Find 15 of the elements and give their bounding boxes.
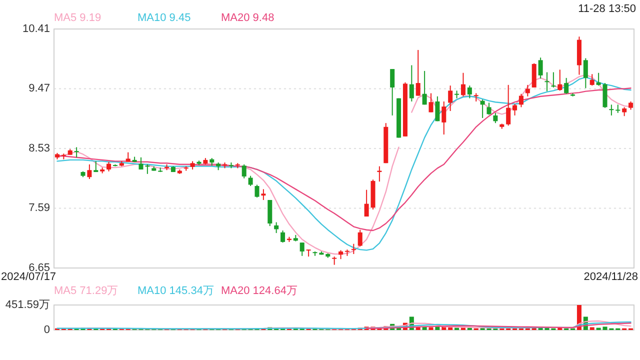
y-tick-label: 8.53 [28,142,50,154]
text: MA20 9.48 [221,12,274,24]
text: MA5 9.19 [54,12,102,24]
text: MA5 71.29万 [54,285,118,297]
text: 11-28 13:50 [578,3,636,15]
text: 2024/11/28 [584,271,638,283]
y-tick-label: 7.59 [28,202,50,214]
y-tick-label: 451.59万 [5,298,50,311]
text: 2024/07/17 [1,271,56,283]
text: MA10 145.34万 [138,285,214,297]
y-tick-label: 0 [44,324,50,336]
text: MA20 124.64万 [221,285,298,297]
y-tick-label: 9.47 [28,82,50,95]
text: MA10 9.45 [138,12,191,24]
y-tick-label: 10.41 [22,22,50,35]
